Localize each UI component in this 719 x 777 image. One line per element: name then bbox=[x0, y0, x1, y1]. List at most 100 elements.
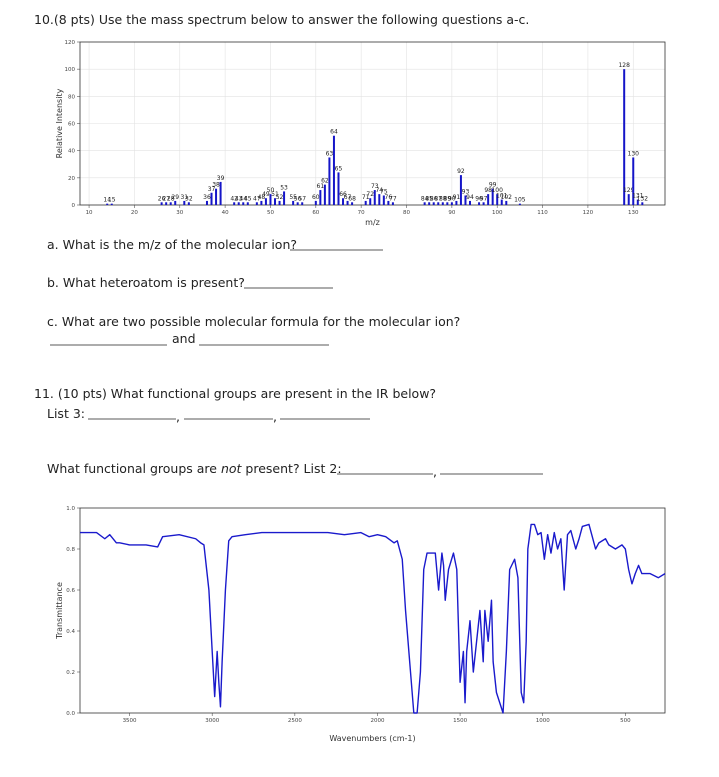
x-tick-label: 130 bbox=[628, 210, 639, 216]
q10-title: 10.(8 pts) Use the mass spectrum below t… bbox=[34, 12, 529, 27]
peak-label: 98 bbox=[484, 187, 492, 194]
peak bbox=[233, 202, 236, 205]
peak bbox=[469, 200, 471, 205]
peak bbox=[351, 202, 354, 205]
peak-label: 99 bbox=[489, 182, 497, 189]
y-axis-label: Relative Intensity bbox=[55, 88, 64, 158]
peak-label: 60 bbox=[312, 194, 320, 201]
x-tick-label: 60 bbox=[312, 210, 319, 216]
peak bbox=[636, 199, 639, 205]
plot-frame bbox=[79, 507, 666, 714]
x-tick-label: 10 bbox=[86, 210, 93, 216]
peak bbox=[373, 190, 376, 205]
peak bbox=[632, 157, 635, 205]
peak-label: 56 bbox=[294, 195, 302, 202]
peak-label: 86 bbox=[430, 195, 438, 202]
x-tick-label: 70 bbox=[358, 210, 365, 216]
peak-label: 67 bbox=[344, 194, 352, 201]
text-part: not bbox=[221, 461, 243, 476]
x-tick-label: 2500 bbox=[288, 718, 302, 724]
y-tick-label: 0.4 bbox=[66, 629, 75, 635]
peak-label: 93 bbox=[462, 188, 470, 195]
peak bbox=[187, 202, 190, 205]
peak-label: 47 bbox=[253, 195, 261, 202]
peak bbox=[437, 202, 440, 205]
peak bbox=[500, 199, 503, 205]
peak-label: 72 bbox=[366, 191, 374, 198]
peak bbox=[246, 202, 249, 205]
peak-label: 64 bbox=[330, 129, 338, 136]
peak-label: 42 bbox=[230, 195, 238, 202]
peak-label: 84 bbox=[421, 195, 429, 202]
peak bbox=[464, 195, 467, 205]
x-tick-label: 500 bbox=[620, 718, 631, 724]
x-tick-label: 100 bbox=[492, 210, 503, 216]
y-axis-label: Transmittance bbox=[55, 582, 64, 640]
peak bbox=[459, 175, 462, 205]
y-tick-label: 0.0 bbox=[66, 711, 75, 717]
peak bbox=[301, 202, 304, 205]
peak bbox=[160, 202, 163, 205]
q10a: a. What is the m/z of the molecular ion? bbox=[47, 237, 297, 252]
y-tick-label: 100 bbox=[65, 67, 76, 73]
x-tick-label: 20 bbox=[131, 210, 138, 216]
peak-label: 15 bbox=[108, 197, 116, 204]
peak bbox=[169, 202, 172, 205]
x-tick-label: 120 bbox=[583, 210, 594, 216]
peak-label: 66 bbox=[339, 191, 347, 198]
peak bbox=[450, 202, 453, 205]
peak-label: 63 bbox=[326, 150, 334, 157]
peak-label: 49 bbox=[262, 191, 270, 198]
peak bbox=[292, 200, 295, 205]
x-tick-label: 50 bbox=[267, 210, 274, 216]
x-tick-label: 3500 bbox=[123, 718, 137, 724]
peak bbox=[319, 190, 322, 205]
peak bbox=[382, 195, 385, 205]
peak-label: 131 bbox=[632, 193, 644, 200]
peak-label: 85 bbox=[425, 195, 433, 202]
peak-label: 29 bbox=[171, 194, 179, 201]
peak-label: 55 bbox=[289, 194, 297, 201]
y-tick-label: 0.2 bbox=[66, 670, 75, 676]
peak bbox=[641, 202, 644, 205]
peak-label: 128 bbox=[618, 62, 630, 69]
x-tick-label: 2000 bbox=[370, 718, 384, 724]
peak bbox=[455, 200, 458, 205]
peak bbox=[428, 202, 431, 205]
peak-label: 77 bbox=[389, 195, 397, 202]
x-tick-label: 40 bbox=[222, 210, 229, 216]
y-tick-label: 120 bbox=[65, 40, 76, 46]
y-tick-label: 0.8 bbox=[66, 547, 75, 553]
peak bbox=[106, 203, 109, 205]
peak bbox=[255, 202, 258, 205]
peak bbox=[623, 69, 626, 206]
peak-label: 68 bbox=[348, 195, 356, 202]
text-part: What functional groups are bbox=[47, 461, 221, 476]
q11-title: 11. (10 pts) What functional groups are … bbox=[34, 386, 436, 401]
peak bbox=[627, 194, 630, 205]
peak-label: 39 bbox=[217, 175, 225, 182]
peak-label: 97 bbox=[480, 195, 488, 202]
text-part: present? List 2: bbox=[241, 461, 341, 476]
peak bbox=[518, 203, 521, 205]
peak-label: 65 bbox=[335, 165, 343, 172]
peak bbox=[183, 200, 186, 205]
y-tick-label: 80 bbox=[68, 94, 75, 100]
peak bbox=[323, 184, 326, 205]
peak bbox=[391, 202, 394, 205]
peak bbox=[496, 194, 499, 205]
q10c: c. What are two possible molecular formu… bbox=[47, 314, 460, 329]
peak-label: 102 bbox=[501, 194, 513, 201]
peak-label: 94 bbox=[466, 194, 474, 201]
peak-label: 51 bbox=[271, 191, 279, 198]
peak bbox=[274, 198, 276, 205]
peak-label: 44 bbox=[239, 195, 247, 202]
q10c-and: and bbox=[172, 331, 196, 346]
separator: , bbox=[433, 464, 437, 479]
y-tick-label: 0 bbox=[72, 203, 76, 209]
peak-label: 31 bbox=[180, 194, 188, 201]
peak bbox=[446, 202, 449, 205]
peak-label: 132 bbox=[637, 195, 649, 202]
